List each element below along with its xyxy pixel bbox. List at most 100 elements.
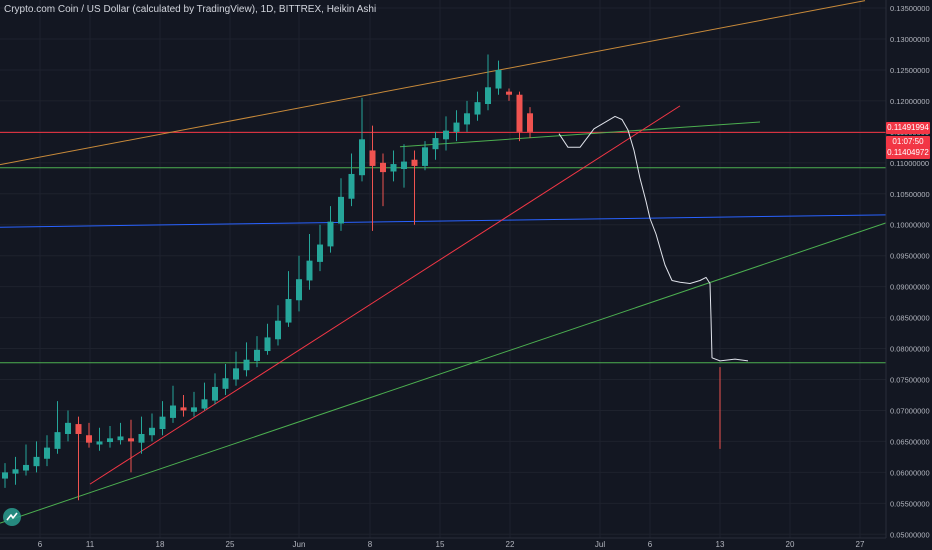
candle-body xyxy=(159,416,166,430)
candle-body xyxy=(327,221,334,247)
candle-body xyxy=(264,337,271,352)
candle-body xyxy=(86,435,92,443)
y-tick-label: 0.05500000 xyxy=(890,499,930,508)
candle-body xyxy=(285,299,292,323)
candle-body xyxy=(453,122,460,132)
price-axis: 0.13500000 0.13000000 0.12500000 0.12000000… xyxy=(890,4,930,539)
x-tick-label: 25 xyxy=(226,540,235,549)
x-tick-label: 8 xyxy=(368,540,373,549)
candle-body xyxy=(212,386,218,401)
candle-body xyxy=(401,161,407,170)
countdown-tag: 01:07:50 xyxy=(886,136,930,148)
y-tick-label: 0.06000000 xyxy=(890,468,930,477)
y-tick-label: 0.13500000 xyxy=(890,4,930,13)
candle-body xyxy=(117,436,124,441)
chart-title: Crypto.com Coin / US Dollar (calculated … xyxy=(4,4,377,15)
projection-curve xyxy=(558,115,749,362)
candle-body xyxy=(33,456,40,467)
candle-body xyxy=(233,368,239,380)
candle-body xyxy=(149,427,155,436)
candle-body xyxy=(44,447,50,459)
candle-body xyxy=(348,173,355,199)
tradingview-logo-icon[interactable] xyxy=(2,507,22,527)
trend-lines[interactable] xyxy=(0,0,887,524)
candle-body xyxy=(23,464,29,471)
candle-body xyxy=(464,113,470,125)
x-tick-label: 15 xyxy=(436,540,445,549)
y-tick-label: 0.12500000 xyxy=(890,66,930,75)
candle-body xyxy=(107,438,113,443)
trend-line xyxy=(399,121,761,148)
candle-body xyxy=(306,260,313,281)
candle-body xyxy=(96,441,103,445)
projection-path[interactable] xyxy=(558,115,749,449)
y-tick-label: 0.12000000 xyxy=(890,97,930,106)
y-tick-label: 0.06500000 xyxy=(890,437,930,446)
candle-body xyxy=(243,359,250,371)
y-tick-label: 0.07000000 xyxy=(890,406,930,415)
y-tick-label: 0.13000000 xyxy=(890,35,930,44)
candle-body xyxy=(317,244,323,262)
candles xyxy=(2,54,533,501)
candle-body xyxy=(495,69,502,89)
candle-body xyxy=(54,432,61,449)
candle-body xyxy=(485,87,491,105)
x-tick-label: 6 xyxy=(38,540,43,549)
candle-body xyxy=(12,469,19,474)
trend-line xyxy=(0,214,887,228)
candle-body xyxy=(191,407,197,412)
candle-body xyxy=(443,130,449,140)
trend-line xyxy=(89,105,681,485)
y-tick-label: 0.10500000 xyxy=(890,190,930,199)
grid-lines xyxy=(0,0,886,538)
y-tick-label: 0.07500000 xyxy=(890,376,930,385)
candle-body xyxy=(369,150,376,166)
candle-body xyxy=(296,279,302,301)
open-price-tag: 0.11404972 xyxy=(886,147,930,159)
x-tick-label: Jun xyxy=(293,540,306,549)
y-tick-label: 0.09000000 xyxy=(890,283,930,292)
candle-body xyxy=(359,139,365,176)
candle-body xyxy=(254,349,260,361)
x-tick-label: 11 xyxy=(86,540,95,549)
candle-body xyxy=(516,94,523,132)
candle-body xyxy=(180,407,187,411)
price-axis-bg[interactable] xyxy=(886,0,932,538)
candle-body xyxy=(338,196,344,224)
candle-body xyxy=(527,113,533,132)
x-tick-label: Jul xyxy=(595,540,605,549)
trend-line xyxy=(0,0,866,166)
candle-body xyxy=(138,433,145,443)
candle-body xyxy=(2,472,8,479)
last-price-tag: 0.11491994 xyxy=(886,122,930,134)
candle-body xyxy=(474,102,481,115)
candle-body xyxy=(128,438,134,442)
y-tick-label: 0.09500000 xyxy=(890,252,930,261)
x-tick-label: 22 xyxy=(506,540,515,549)
time-axis: 6 11 18 25 Jun 8 15 22 Jul 6 13 20 27 xyxy=(38,540,865,549)
x-tick-label: 18 xyxy=(156,540,165,549)
candle-body xyxy=(390,164,397,172)
candle-body xyxy=(222,378,229,389)
candle-body xyxy=(432,138,439,150)
candle-body xyxy=(380,162,386,173)
candle-body xyxy=(422,147,428,166)
y-tick-label: 0.08500000 xyxy=(890,314,930,323)
x-tick-label: 13 xyxy=(716,540,725,549)
time-axis-bg[interactable] xyxy=(0,538,932,550)
candle-body xyxy=(201,399,208,409)
y-tick-label: 0.05000000 xyxy=(890,530,930,539)
y-tick-label: 0.08000000 xyxy=(890,345,930,354)
candle-body xyxy=(411,159,418,166)
candle-body xyxy=(275,320,281,340)
y-tick-label: 0.11000000 xyxy=(890,159,929,168)
y-tick-label: 0.10000000 xyxy=(890,221,930,230)
x-tick-label: 6 xyxy=(648,540,653,549)
candle-body xyxy=(75,424,82,434)
candle-body xyxy=(170,405,176,418)
x-tick-label: 27 xyxy=(856,540,865,549)
trend-line xyxy=(0,222,887,524)
candle-body xyxy=(506,91,512,95)
